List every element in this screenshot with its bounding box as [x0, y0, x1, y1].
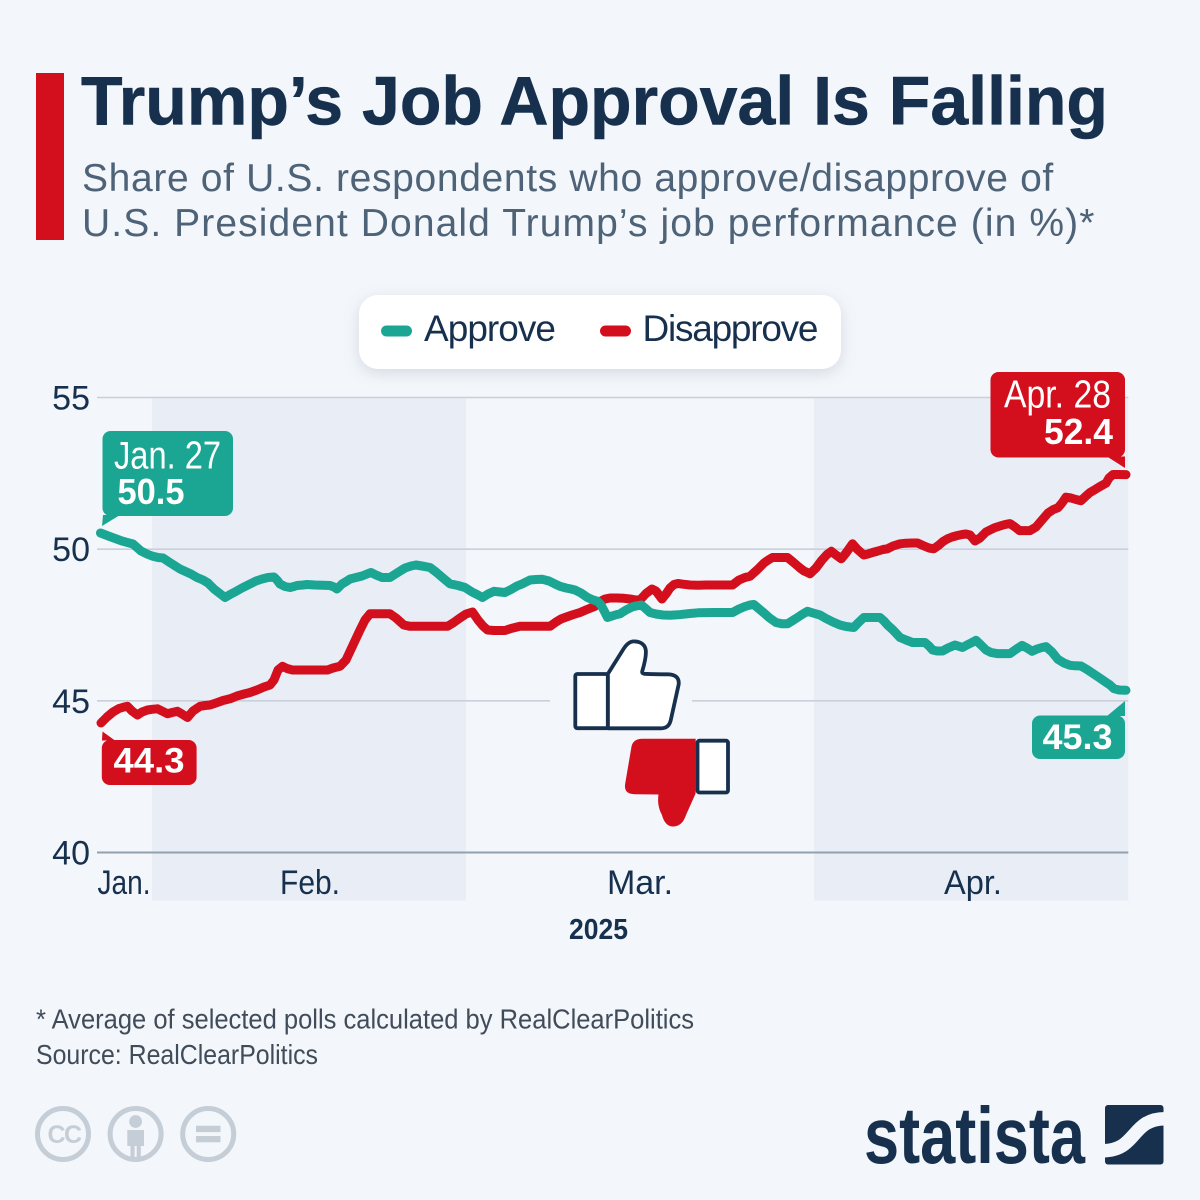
svg-text:Mar.: Mar. [607, 864, 673, 902]
svg-text:Jan.: Jan. [98, 864, 151, 902]
svg-text:50: 50 [52, 531, 90, 569]
svg-text:Source: RealClearPolitics: Source: RealClearPolitics [36, 1039, 318, 1070]
svg-text:Feb.: Feb. [280, 864, 340, 902]
svg-text:Apr.: Apr. [944, 864, 1002, 902]
svg-text:statista: statista [864, 1091, 1085, 1180]
svg-text:CC: CC [47, 1121, 82, 1149]
svg-text:Disapprove: Disapprove [643, 308, 819, 349]
svg-text:U.S. President Donald Trump’s: U.S. President Donald Trump’s job perfor… [82, 202, 1096, 245]
svg-text:55: 55 [52, 380, 90, 418]
svg-text:50.5: 50.5 [118, 471, 185, 512]
svg-text:Trump’s Job Approval Is Fallin: Trump’s Job Approval Is Falling [81, 63, 1108, 140]
svg-text:52.4: 52.4 [1044, 411, 1113, 452]
svg-text:Apr. 28: Apr. 28 [1004, 374, 1111, 417]
svg-text:Approve: Approve [424, 308, 556, 349]
svg-text:Share of U.S. respondents who: Share of U.S. respondents who approve/di… [82, 157, 1054, 200]
svg-text:45: 45 [52, 683, 90, 721]
svg-text:* Average of selected polls ca: * Average of selected polls calculated b… [36, 1004, 694, 1035]
svg-text:44.3: 44.3 [114, 742, 185, 781]
svg-text:40: 40 [52, 835, 90, 873]
svg-text:Jan. 27: Jan. 27 [114, 434, 221, 477]
svg-text:2025: 2025 [569, 914, 628, 946]
svg-text:45.3: 45.3 [1043, 718, 1113, 757]
